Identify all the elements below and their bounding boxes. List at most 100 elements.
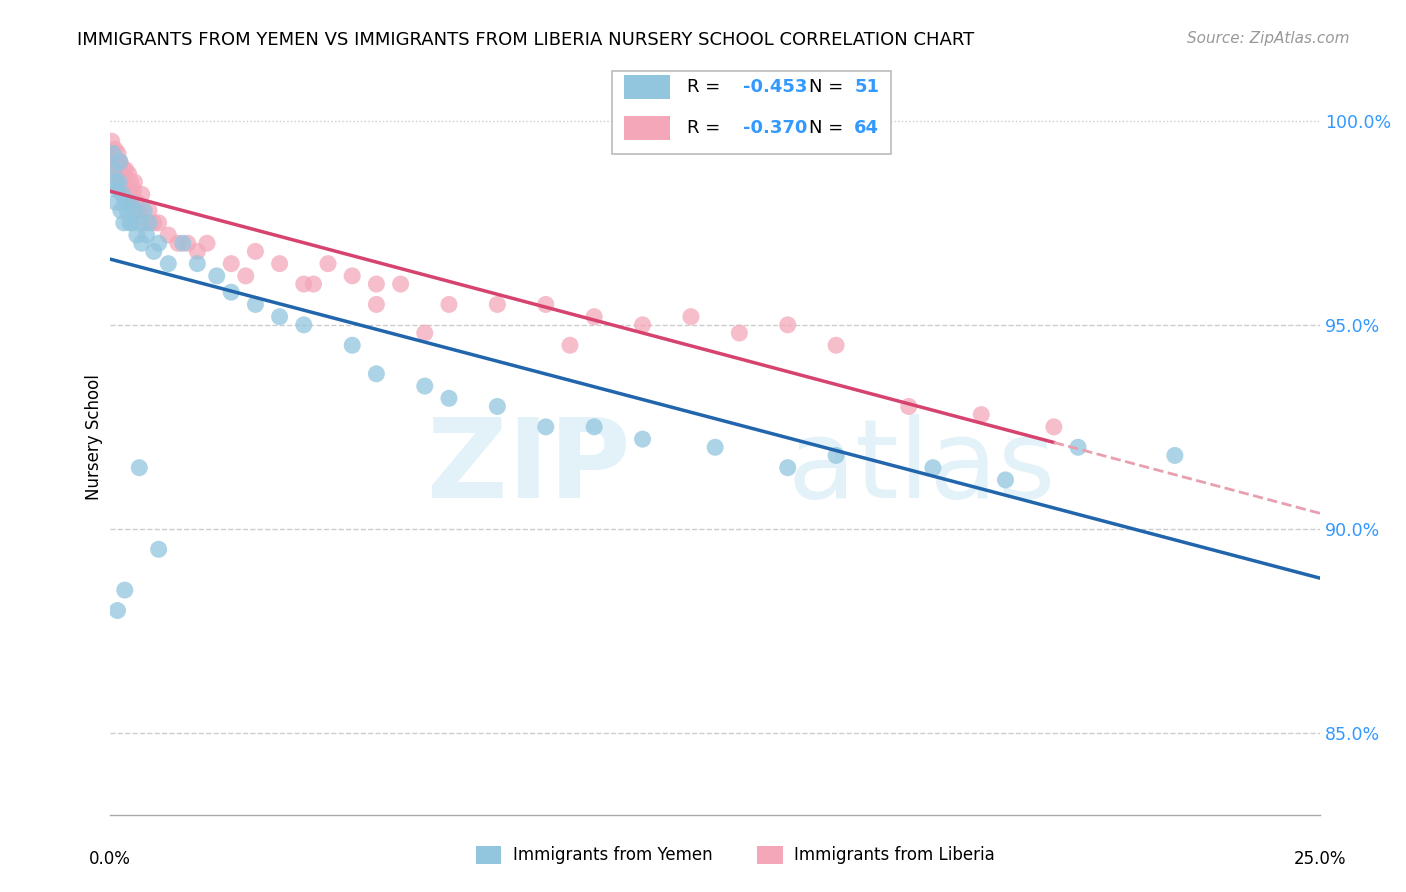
- Point: [340, 338, 363, 352]
- Text: -0.370: -0.370: [742, 120, 807, 137]
- Point: [167, 236, 190, 251]
- Point: [131, 187, 153, 202]
- Point: [186, 257, 208, 271]
- Point: [134, 203, 156, 218]
- Point: [111, 187, 134, 202]
- Text: IMMIGRANTS FROM YEMEN VS IMMIGRANTS FROM LIBERIA NURSERY SCHOOL CORRELATION CHAR: IMMIGRANTS FROM YEMEN VS IMMIGRANTS FROM…: [77, 31, 974, 49]
- Point: [120, 195, 142, 210]
- Point: [103, 154, 125, 169]
- Point: [124, 175, 146, 189]
- Point: [292, 277, 315, 291]
- Text: atlas: atlas: [787, 414, 1056, 521]
- Point: [534, 420, 557, 434]
- Point: [340, 268, 363, 283]
- Point: [186, 244, 208, 259]
- Text: 0.0%: 0.0%: [90, 850, 131, 868]
- Point: [128, 203, 150, 218]
- Point: [115, 187, 138, 202]
- Point: [125, 228, 148, 243]
- Text: Immigrants from Liberia: Immigrants from Liberia: [794, 846, 994, 863]
- Text: R =: R =: [688, 78, 727, 95]
- Point: [437, 392, 460, 406]
- Point: [125, 203, 148, 218]
- Point: [583, 420, 606, 434]
- Point: [1067, 440, 1090, 454]
- Point: [157, 228, 180, 243]
- Text: ZIP: ZIP: [427, 414, 630, 521]
- Point: [122, 183, 145, 197]
- Point: [413, 379, 436, 393]
- Point: [107, 146, 129, 161]
- Point: [157, 257, 180, 271]
- Point: [135, 228, 157, 243]
- Point: [114, 583, 136, 598]
- Point: [107, 603, 129, 617]
- Y-axis label: Nursery School: Nursery School: [86, 374, 103, 500]
- Point: [104, 175, 127, 189]
- Text: 64: 64: [855, 120, 879, 137]
- Point: [110, 167, 132, 181]
- Point: [897, 400, 920, 414]
- Point: [245, 297, 267, 311]
- Point: [103, 162, 125, 177]
- Point: [922, 460, 945, 475]
- Point: [115, 203, 138, 218]
- Point: [121, 187, 143, 202]
- Point: [115, 183, 138, 197]
- Point: [776, 460, 799, 475]
- Text: Immigrants from Yemen: Immigrants from Yemen: [513, 846, 713, 863]
- Point: [114, 162, 136, 177]
- Point: [114, 195, 136, 210]
- Point: [117, 167, 139, 181]
- Point: [704, 440, 727, 454]
- Point: [366, 367, 388, 381]
- Point: [111, 175, 134, 189]
- Point: [366, 277, 388, 291]
- Point: [121, 216, 143, 230]
- Point: [128, 216, 150, 230]
- Point: [148, 236, 170, 251]
- Point: [728, 326, 751, 340]
- Point: [142, 216, 165, 230]
- Point: [1043, 420, 1066, 434]
- Point: [118, 216, 141, 230]
- Point: [413, 326, 436, 340]
- Point: [172, 236, 194, 251]
- Point: [486, 400, 509, 414]
- Point: [235, 268, 257, 283]
- Point: [131, 236, 153, 251]
- Text: -0.453: -0.453: [742, 78, 807, 95]
- Point: [107, 154, 129, 169]
- Point: [124, 203, 146, 218]
- Point: [108, 154, 131, 169]
- Point: [112, 162, 135, 177]
- Point: [970, 408, 993, 422]
- Point: [120, 175, 142, 189]
- Text: 25.0%: 25.0%: [1294, 850, 1347, 868]
- Point: [108, 162, 131, 177]
- Point: [118, 187, 141, 202]
- Point: [269, 310, 291, 324]
- Point: [104, 142, 127, 156]
- Point: [138, 203, 160, 218]
- Point: [437, 297, 460, 311]
- Point: [110, 203, 132, 218]
- Text: N =: N =: [810, 120, 849, 137]
- Point: [111, 175, 134, 189]
- Point: [105, 195, 128, 210]
- Point: [389, 277, 412, 291]
- Point: [631, 432, 654, 446]
- Point: [112, 216, 135, 230]
- Point: [148, 542, 170, 557]
- Point: [486, 297, 509, 311]
- Point: [205, 268, 228, 283]
- Text: N =: N =: [810, 78, 849, 95]
- Point: [142, 244, 165, 259]
- Point: [105, 154, 128, 169]
- Point: [583, 310, 606, 324]
- Point: [219, 257, 242, 271]
- Point: [825, 338, 848, 352]
- Point: [114, 175, 136, 189]
- Point: [108, 175, 131, 189]
- Point: [105, 162, 128, 177]
